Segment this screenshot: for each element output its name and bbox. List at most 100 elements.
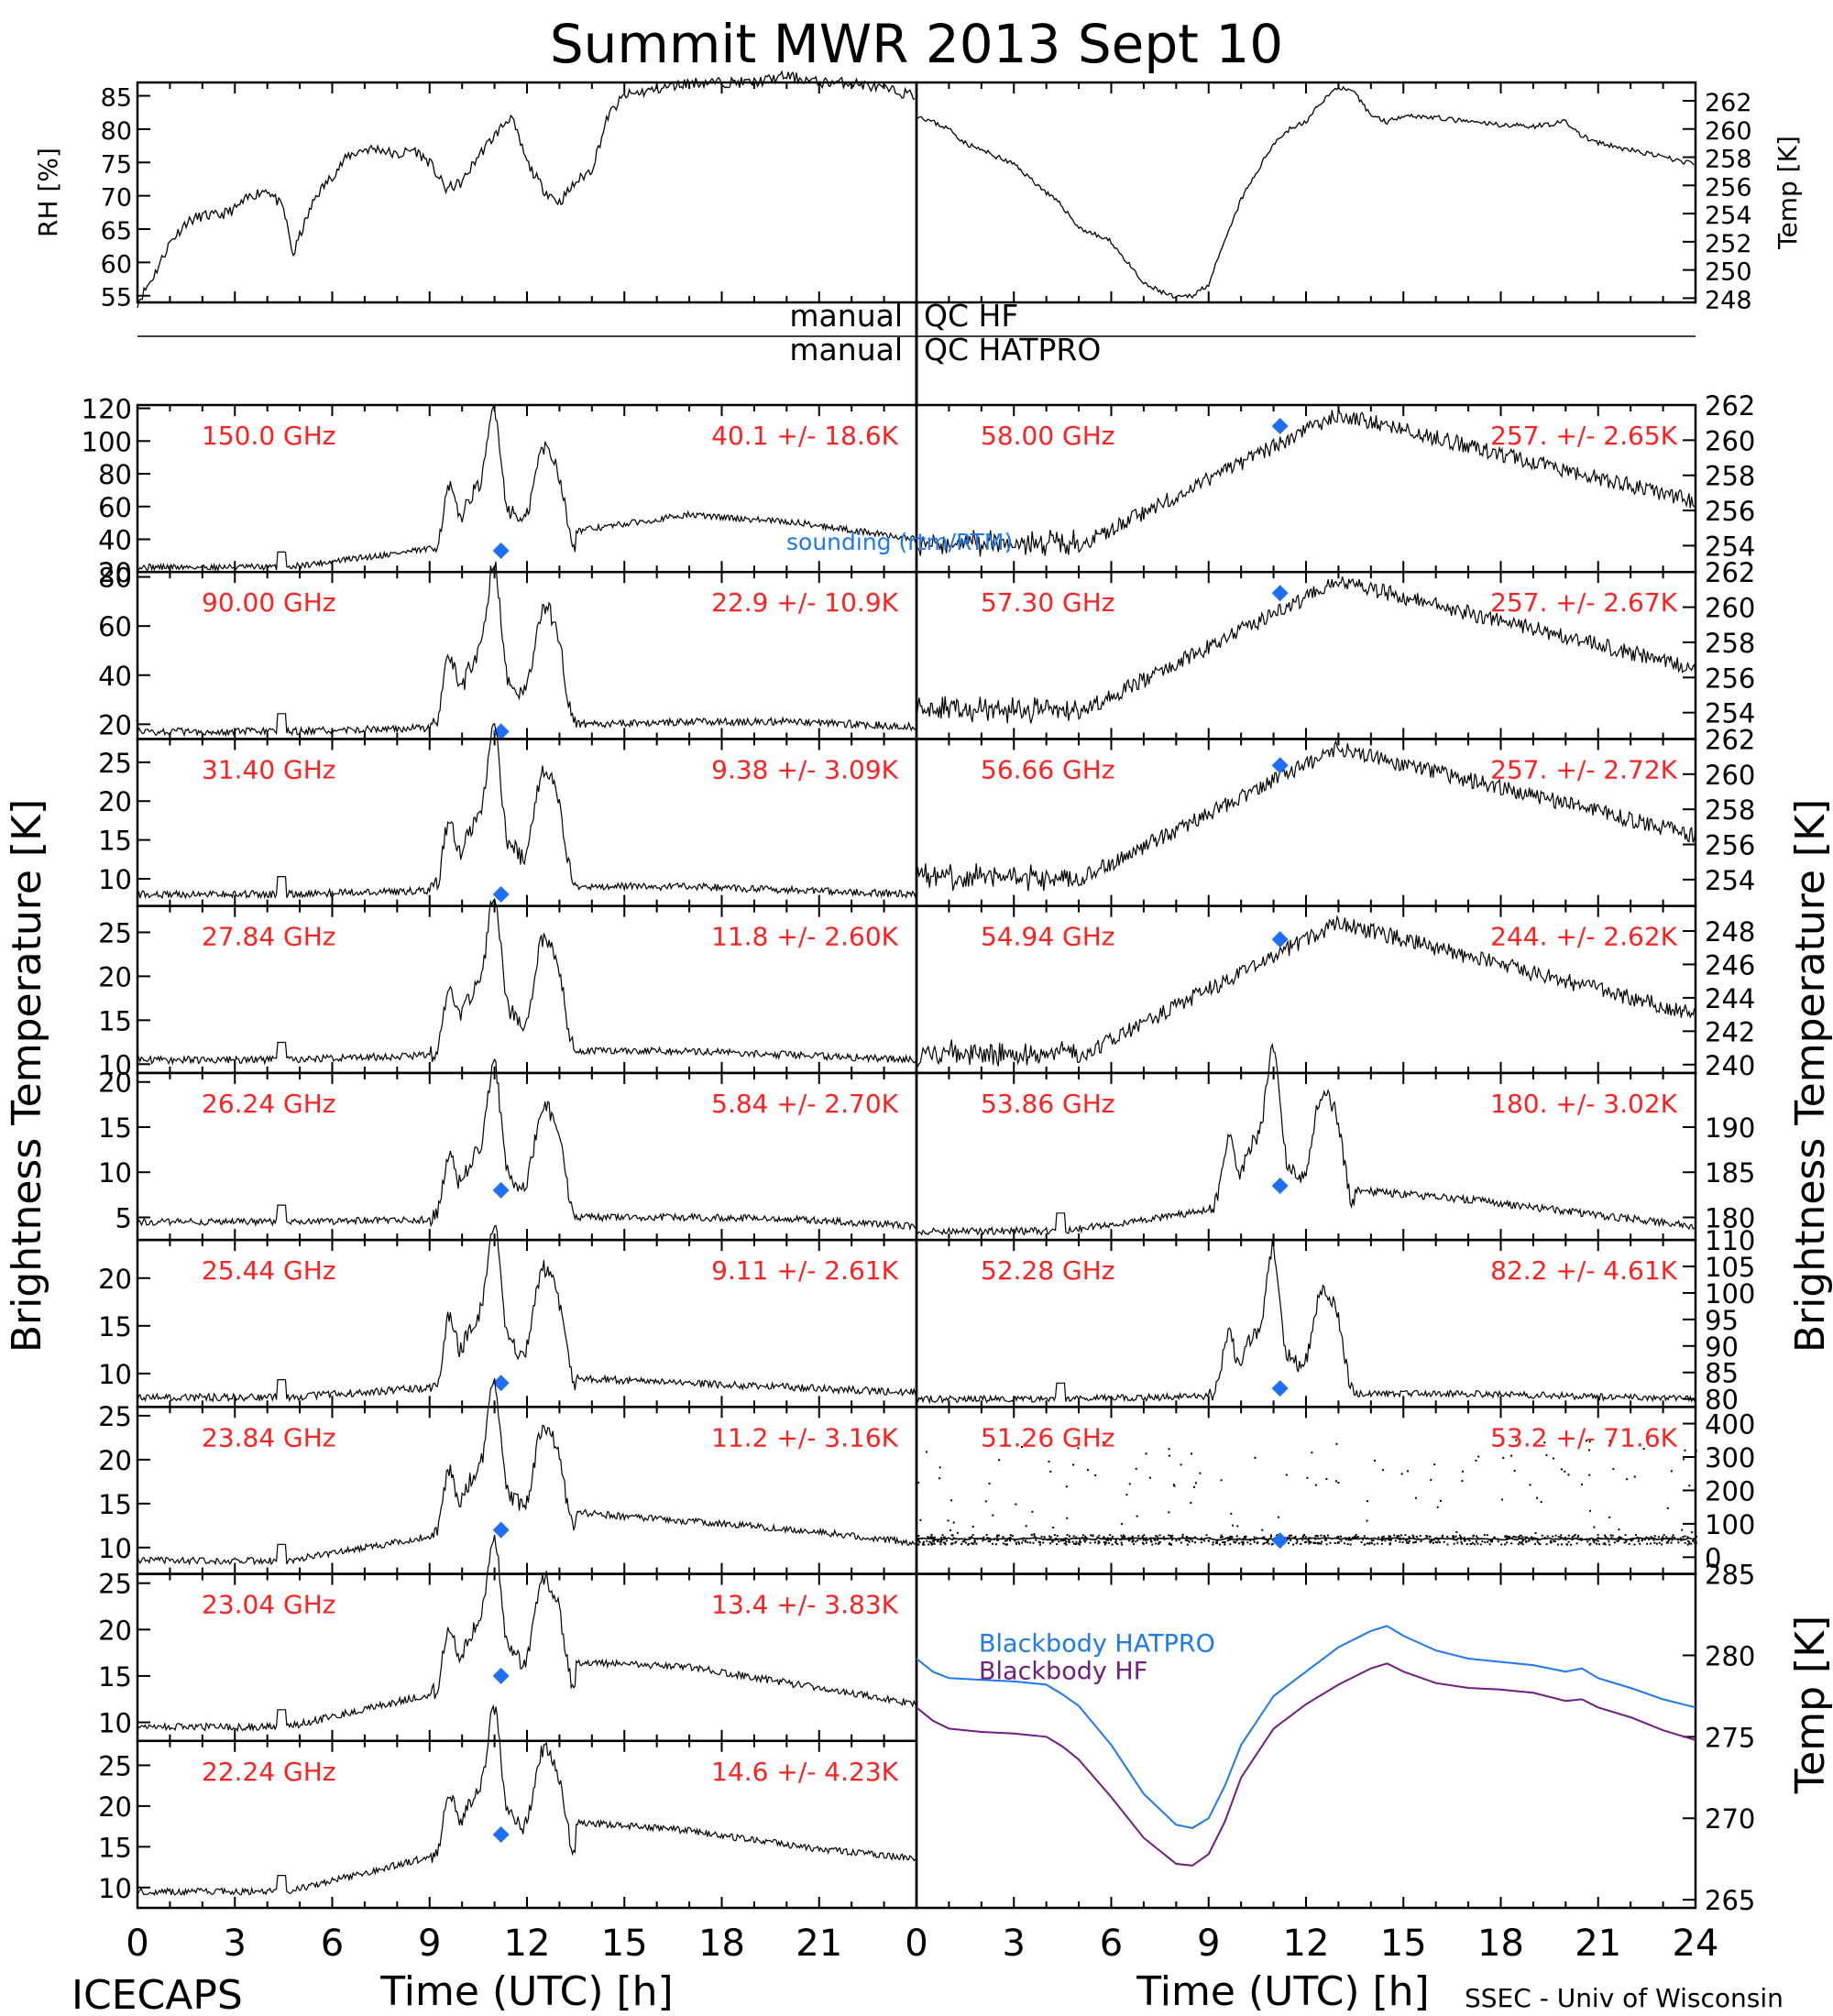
scatter-point [1155,1542,1158,1545]
y-tick-label: 60 [98,492,132,523]
scatter-point [1025,1539,1027,1542]
scatter-point [1389,1539,1392,1541]
scatter-point [1075,1542,1078,1545]
scatter-point [929,1536,932,1539]
scatter-point [1434,1541,1437,1544]
scatter-point [1577,1534,1580,1537]
scatter-point [1592,1539,1595,1541]
scatter-point [1188,1539,1191,1542]
scatter-point [1377,1536,1380,1539]
scatter-point [1608,1516,1611,1518]
y-tick-label: 80 [98,563,132,594]
left-side-label: Brightness Temperature [K] [4,799,50,1353]
x-tick-label: 15 [601,1923,648,1965]
scatter-point [963,1539,966,1542]
scatter-point [1641,1539,1643,1542]
sounding-diamond [492,1826,510,1843]
scatter-point [1314,1542,1317,1545]
scatter-point [1688,1542,1691,1545]
scatter-point [1082,1539,1085,1541]
series-line [916,739,1696,892]
scatter-point [1549,1539,1552,1542]
scatter-point [1436,1541,1439,1544]
scatter-point [1035,1539,1037,1541]
scatter-point [1436,1506,1439,1508]
scatter-point [982,1536,985,1539]
scatter-point [1334,1541,1336,1544]
scatter-point [1186,1539,1189,1542]
scatter-point [1588,1474,1591,1476]
scatter-point [1585,1440,1587,1442]
freq-label: 22.24 GHz [202,1757,336,1787]
scatter-point [1127,1537,1130,1539]
scatter-point [1564,1537,1566,1539]
scatter-point [1249,1539,1252,1542]
y-tick-label: 200 [1705,1475,1755,1507]
scatter-point [1388,1539,1390,1541]
scatter-point [997,1534,1000,1537]
scatter-point [1658,1541,1661,1544]
scatter-point [1181,1535,1184,1538]
scatter-point [1149,1539,1152,1541]
scatter-point [1638,1538,1641,1540]
y-tick-label: 40 [98,661,132,692]
scatter-point [1039,1541,1042,1544]
y-tick-label: 5 [115,1202,132,1233]
scatter-point [1193,1485,1196,1488]
scatter-point [1200,1537,1202,1539]
freq-label: 90.00 GHz [202,587,336,618]
y-tick-label: 254 [1705,698,1755,729]
scatter-point [1148,1476,1151,1479]
scatter-point [1267,1540,1269,1543]
scatter-point [1461,1480,1464,1483]
scatter-point [1220,1534,1223,1537]
scatter-point [1560,1468,1563,1471]
scatter-point [1686,1543,1689,1546]
scatter-point [1374,1459,1377,1462]
scatter-point [1366,1500,1368,1503]
y-tick-label: 185 [1705,1157,1755,1189]
scatter-point [1075,1536,1078,1539]
series-line [916,576,1696,724]
scatter-point [1127,1539,1130,1542]
blackbody-line-1 [916,1662,1696,1867]
y-tick-label: 85 [1705,1358,1739,1389]
scatter-point [940,1539,943,1542]
scatter-point [1254,1456,1257,1459]
scatter-point [1324,1539,1327,1541]
scatter-point [1315,1535,1318,1538]
y-tick-label: 252 [1705,230,1752,258]
scatter-point [1671,1539,1674,1541]
scatter-point [1021,1445,1024,1448]
scatter-point [1349,1539,1352,1541]
y-tick-label: 80 [1705,1385,1739,1416]
scatter-point [1141,1535,1144,1538]
scatter-point [1625,1539,1628,1541]
x-tick-label: 0 [905,1923,927,1965]
scatter-point [1407,1542,1410,1545]
scatter-point [1633,1543,1636,1546]
scatter-point [1501,1498,1504,1501]
scatter-point [1635,1533,1637,1536]
scatter-point [1194,1541,1197,1544]
scatter-point [1521,1536,1524,1539]
scatter-point [1068,1540,1070,1543]
series-line [916,1043,1696,1236]
scatter-point [1468,1539,1471,1542]
scatter-point [1289,1537,1291,1539]
scatter-point [1257,1541,1259,1544]
scatter-point [1608,1440,1611,1442]
freq-label: 53.86 GHz [981,1089,1115,1119]
x-tick-label: 6 [321,1923,344,1965]
scatter-point [1311,1452,1313,1454]
stats-label: 5.84 +/- 2.70K [711,1089,898,1119]
scatter-point [1226,1539,1229,1542]
scatter-point [943,1536,946,1539]
series-line [137,1704,917,1897]
scatter-point [1519,1541,1521,1544]
scatter-point [947,1519,949,1522]
scatter-point [1002,1542,1004,1545]
stats-label: 11.8 +/- 2.60K [711,922,898,952]
scatter-point [1347,1539,1350,1541]
scatter-point [1263,1536,1266,1539]
